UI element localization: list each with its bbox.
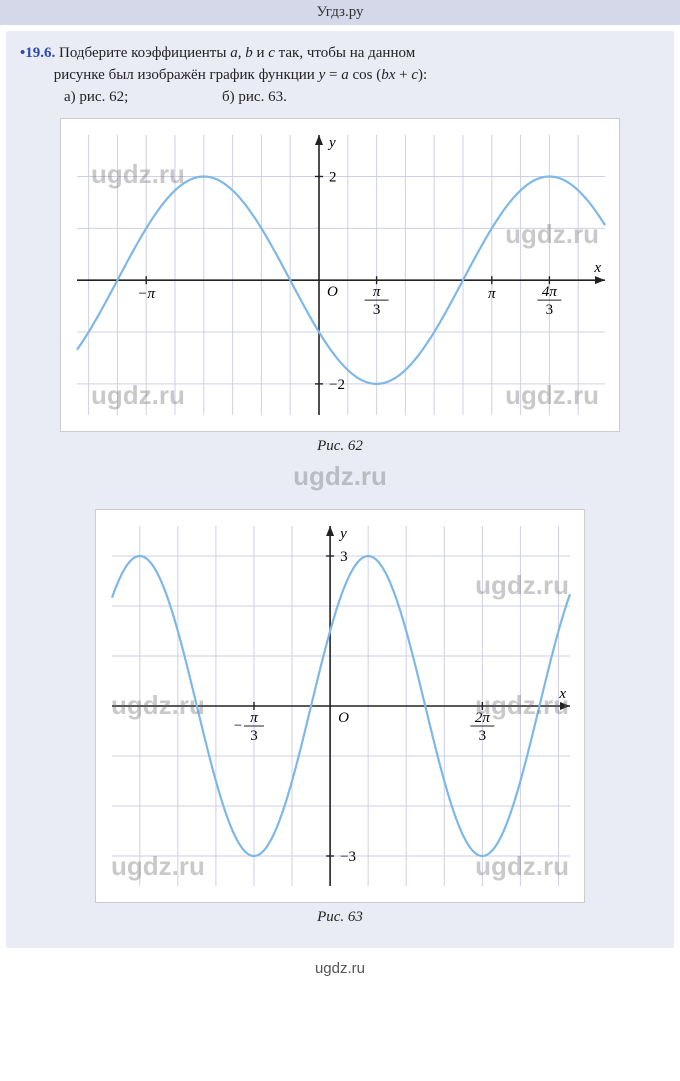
chart-62: −π π 3 π 4π 3 2 −2 Ox y [67,125,615,425]
svg-text:y: y [338,526,347,542]
eq-plus: + [395,67,411,83]
figure-63: −π32π33−3Oxy ugdz.ru ugdz.ru ugdz.ru ugd… [95,509,585,903]
svg-text:2π: 2π [475,710,491,726]
footer-domain: ugdz.ru [0,954,680,987]
svg-text:−: − [234,718,242,734]
svg-text:3: 3 [546,302,554,318]
svg-text:−3: −3 [340,849,356,865]
problem-statement: •19.6. Подберите коэффициенты a, b и c т… [20,43,660,108]
svg-text:π: π [488,286,496,302]
problem-number: •19.6. [20,45,55,61]
figure-62: −ππ3π4π32−2Oxy ugdz.ru ugdz.ru ugdz.ru u… [60,118,620,432]
svg-text:O: O [338,710,349,726]
svg-text:x: x [593,260,601,276]
svg-text:3: 3 [340,549,348,565]
svg-text:4π: 4π [542,284,558,300]
svg-text:π: π [373,284,381,300]
svg-text:−π: −π [137,286,155,302]
eq-cos: cos ( [349,67,382,83]
svg-text:y: y [327,135,336,151]
subpart-b: б) рис. 63. [222,87,287,109]
var-c: c [268,45,275,61]
var-b: b [245,45,253,61]
eq-a: a [341,67,349,83]
svg-text:x: x [558,686,566,702]
page-container: •19.6. Подберите коэффициенты a, b и c т… [6,31,674,948]
problem-text-1b: так, чтобы на данном [275,45,415,61]
caption-62: Рис. 62 [20,438,660,455]
subpart-a: а) рис. 62; [64,87,128,109]
var-a: a [230,45,238,61]
problem-text-2a: рисунке был изображён график функции [54,67,319,83]
header-domain: Угдз.ру [0,0,680,25]
svg-text:3: 3 [479,728,487,744]
svg-text:π: π [250,710,258,726]
chart-63: −π 3 2π 3 3 −3 Ox y [102,516,580,896]
svg-text:3: 3 [250,728,258,744]
svg-text:2: 2 [329,170,337,186]
svg-text:−2: −2 [329,377,345,393]
eq-eq: = [325,67,341,83]
and-word: и [253,45,269,61]
caption-63: Рис. 63 [20,909,660,926]
watermark: ugdz.ru [293,461,387,492]
svg-text:3: 3 [373,302,381,318]
svg-text:O: O [327,284,338,300]
problem-text-1a: Подберите коэффициенты [59,45,230,61]
eq-close: ): [418,67,427,83]
eq-b: b [381,67,389,83]
